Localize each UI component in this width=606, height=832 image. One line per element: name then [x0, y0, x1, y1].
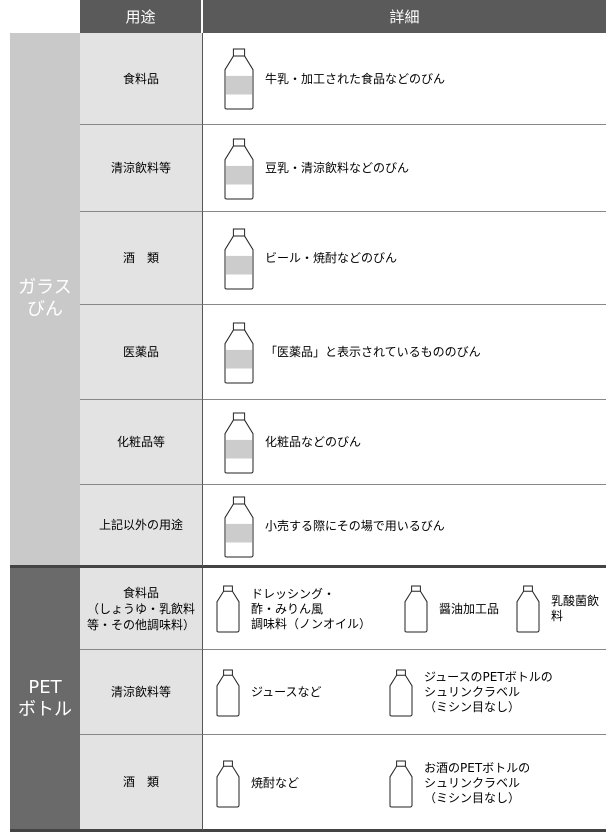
detail-item: ジュースなど: [215, 669, 322, 717]
purpose-cell: 食料品: [80, 33, 203, 125]
bottle-icon: [216, 585, 240, 633]
detail-lines: 牛乳・加工された食品などのびん: [265, 72, 445, 87]
detail-cell: 小売する際にその場で用いるびん: [203, 485, 606, 568]
detail-lines: 「医薬品」と表示されているもののびん: [265, 345, 481, 360]
detail-item: 小売する際にその場で用いるびん: [223, 496, 445, 558]
detail-lines: 化粧品などのびん: [265, 435, 361, 450]
detail-item: ジュースのPETボトルの シュリンクラベル （ミシン目なし）: [388, 669, 553, 717]
detail-cell: ドレッシング・ 酢・みりん風 調味料（ノンオイル） 醤油加工品 乳酸菌飲料: [203, 568, 606, 650]
detail-text: 調味料（ノンオイル）: [251, 616, 372, 631]
detail-text: （ミシン目なし）: [424, 791, 521, 805]
detail-lines: 乳酸菌飲料: [551, 594, 606, 624]
detail-text: ジュースのPETボトルの: [424, 670, 553, 684]
purpose-text: 酒 類: [122, 775, 159, 789]
purpose-text: 清涼飲料等: [110, 685, 171, 699]
purpose-text: 上記以外の用途: [98, 518, 183, 532]
detail-item: ドレッシング・ 酢・みりん風 調味料（ノンオイル）: [215, 585, 371, 633]
purpose-text: 医薬品: [122, 345, 159, 359]
group-label-line: ガラス: [18, 277, 72, 298]
detail-text: お酒のPETボトルの: [424, 761, 531, 775]
bottle-icon: [224, 322, 254, 383]
detail-item: 豆乳・清涼飲料などのびん: [223, 138, 409, 200]
detail-lines: ジュースなど: [251, 685, 322, 700]
purpose-cell: 酒 類: [80, 735, 203, 832]
bottle-icon: [389, 760, 413, 807]
purpose-text: 化粧品等: [116, 435, 165, 449]
purpose-cell: 酒 類: [80, 212, 203, 305]
bottle-icon: [404, 585, 428, 633]
detail-text: 焼酎など: [251, 776, 300, 790]
detail-item: 「医薬品」と表示されているもののびん: [223, 322, 481, 384]
detail-lines: ドレッシング・ 酢・みりん風 調味料（ノンオイル）: [251, 587, 371, 632]
detail-text: 豆乳・清涼飲料などのびん: [265, 161, 410, 175]
purpose-cell: 医薬品: [80, 305, 203, 400]
purpose-cell: 清涼飲料等: [80, 125, 203, 212]
purpose-text: （しょうゆ・乳飲料: [86, 601, 195, 616]
detail-cell: 化粧品などのびん: [203, 400, 606, 485]
bottle-icon: [216, 760, 240, 807]
detail-text: 「医薬品」と表示されているもののびん: [265, 345, 481, 359]
purpose-cell: 清涼飲料等: [80, 650, 203, 735]
detail-text: シュリンクラベル: [424, 685, 521, 699]
purpose-text: 等・その他調味料）: [86, 617, 195, 632]
bottle-icon: [216, 669, 240, 716]
detail-text: 醤油加工品: [439, 601, 500, 616]
detail-text: 乳酸菌飲料: [551, 594, 600, 623]
detail-item: 乳酸菌飲料: [515, 585, 606, 633]
detail-lines: 焼酎など: [251, 776, 299, 791]
detail-lines: お酒のPETボトルの シュリンクラベル （ミシン目なし）: [424, 761, 530, 806]
detail-item: ビール・焼酎などのびん: [223, 228, 397, 290]
detail-cell: 牛乳・加工された食品などのびん: [203, 33, 606, 125]
detail-text: シュリンクラベル: [424, 776, 521, 790]
detail-lines: ビール・焼酎などのびん: [265, 251, 397, 266]
group-label-line: PET: [28, 676, 62, 698]
detail-text: ジュースなど: [251, 685, 322, 699]
group-label: ガラス びん: [10, 33, 80, 568]
purpose-cell: 食料品 （しょうゆ・乳飲料 等・その他調味料）: [80, 568, 203, 650]
purpose-cell: 化粧品等: [80, 400, 203, 485]
detail-item: 化粧品などのびん: [223, 412, 361, 474]
detail-text: （ミシン目なし）: [424, 700, 521, 714]
purpose-text: 食料品: [122, 71, 159, 86]
detail-cell: ビール・焼酎などのびん: [203, 212, 606, 305]
header-detail: 詳細: [203, 0, 606, 33]
detail-cell: 豆乳・清涼飲料などのびん: [203, 125, 606, 212]
group-label-line: びん: [27, 299, 63, 320]
detail-text: ビール・焼酎などのびん: [265, 251, 398, 265]
detail-item: 醤油加工品: [403, 585, 499, 633]
bottle-icon: [224, 412, 254, 473]
detail-cell: 焼酎など お酒のPETボトルの シュリンクラベル （ミシン目なし）: [203, 735, 606, 832]
bottle-icon: [224, 496, 254, 557]
header-purpose: 用途: [80, 0, 203, 33]
purpose-text: 食料品: [122, 585, 159, 600]
group-label-line: ボトル: [18, 698, 72, 720]
purpose-text: 清涼飲料等: [110, 161, 171, 175]
purpose-cell: 上記以外の用途: [80, 485, 203, 568]
detail-item: 牛乳・加工された食品などのびん: [223, 48, 445, 110]
detail-text: ドレッシング・: [251, 586, 336, 601]
detail-lines: 小売する際にその場で用いるびん: [265, 519, 445, 534]
group-label: PET ボトル: [10, 568, 80, 832]
purpose-text: 酒 類: [122, 251, 159, 265]
detail-lines: 醤油加工品: [439, 602, 499, 617]
bottle-icon: [224, 48, 254, 110]
bottle-icon: [224, 138, 254, 199]
detail-item: 焼酎など: [215, 760, 299, 808]
detail-item: お酒のPETボトルの シュリンクラベル （ミシン目なし）: [388, 760, 530, 808]
detail-text: 化粧品などのびん: [265, 435, 362, 449]
detail-cell: 「医薬品」と表示されているもののびん: [203, 305, 606, 400]
detail-text: 酢・みりん風: [251, 601, 324, 616]
bottle-icon: [389, 669, 413, 716]
detail-cell: ジュースなど ジュースのPETボトルの シュリンクラベル （ミシン目なし）: [203, 650, 606, 735]
bottle-icon: [224, 228, 254, 289]
detail-text: 小売する際にその場で用いるびん: [265, 519, 445, 533]
detail-lines: ジュースのPETボトルの シュリンクラベル （ミシン目なし）: [424, 670, 553, 715]
bottle-icon: [516, 585, 540, 633]
detail-lines: 豆乳・清涼飲料などのびん: [265, 161, 409, 176]
detail-text: 牛乳・加工された食品などのびん: [265, 71, 446, 86]
